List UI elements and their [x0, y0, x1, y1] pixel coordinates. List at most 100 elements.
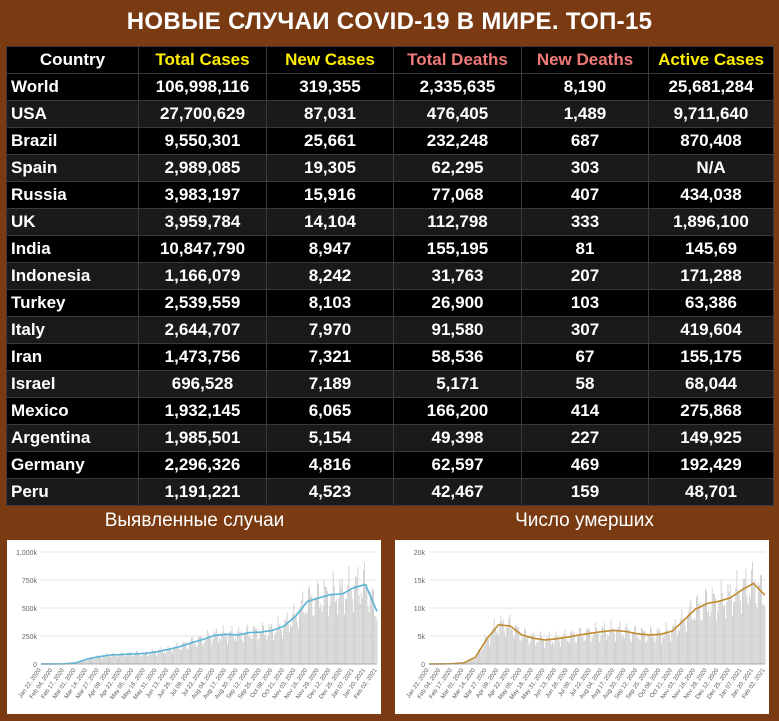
covid-stats-table: Country Total Cases New Cases Total Deaths N…: [6, 46, 774, 506]
country-cell: Turkey: [6, 289, 139, 317]
value-cell: 63,386: [648, 289, 774, 317]
y-tick-label: 0: [421, 662, 425, 669]
country-cell: Mexico: [6, 397, 139, 425]
value-cell: 1,473,756: [138, 343, 267, 371]
table-row: Italy 2,644,707 7,970 91,580 307 419,604: [6, 316, 774, 344]
value-cell: 159: [521, 478, 649, 506]
value-cell: 15,916: [266, 181, 394, 209]
value-cell: 687: [521, 127, 649, 155]
value-cell: 67: [521, 343, 649, 371]
trend-line: [429, 582, 766, 665]
value-cell: 5,171: [393, 370, 522, 398]
value-cell: 419,604: [648, 316, 774, 344]
country-cell: USA: [6, 100, 139, 128]
value-cell: 2,335,635: [393, 73, 522, 101]
country-cell: Germany: [6, 451, 139, 479]
value-cell: N/A: [648, 154, 774, 182]
column-header: Active Cases: [648, 46, 774, 74]
value-cell: 58: [521, 370, 649, 398]
value-cell: 4,816: [266, 451, 394, 479]
value-cell: 9,550,301: [138, 127, 267, 155]
value-cell: 25,661: [266, 127, 394, 155]
value-cell: 414: [521, 397, 649, 425]
value-cell: 232,248: [393, 127, 522, 155]
y-tick-label: 250k: [22, 634, 38, 641]
value-cell: 333: [521, 208, 649, 236]
value-cell: 68,044: [648, 370, 774, 398]
value-cell: 14,104: [266, 208, 394, 236]
country-cell: Indonesia: [6, 262, 139, 290]
table-row: Spain 2,989,085 19,305 62,295 303 N/A: [6, 154, 774, 182]
value-cell: 870,408: [648, 127, 774, 155]
value-cell: 1,932,145: [138, 397, 267, 425]
country-cell: Spain: [6, 154, 139, 182]
value-cell: 476,405: [393, 100, 522, 128]
value-cell: 9,711,640: [648, 100, 774, 128]
value-cell: 48,701: [648, 478, 774, 506]
value-cell: 5,154: [266, 424, 394, 452]
table-row: Iran 1,473,756 7,321 58,536 67 155,175: [6, 343, 774, 371]
value-cell: 87,031: [266, 100, 394, 128]
value-cell: 155,195: [393, 235, 522, 263]
value-cell: 207: [521, 262, 649, 290]
table-row: UK 3,959,784 14,104 112,798 333 1,896,100: [6, 208, 774, 236]
value-cell: 10,847,790: [138, 235, 267, 263]
table-row: Turkey 2,539,559 8,103 26,900 103 63,386: [6, 289, 774, 317]
table-row: Israel 696,528 7,189 5,171 58 68,044: [6, 370, 774, 398]
table-row: Indonesia 1,166,079 8,242 31,763 207 171,288: [6, 262, 774, 290]
value-cell: 469: [521, 451, 649, 479]
table-row: Brazil 9,550,301 25,661 232,248 687 870,408: [6, 127, 774, 155]
value-cell: 1,489: [521, 100, 649, 128]
country-cell: India: [6, 235, 139, 263]
y-tick-label: 15k: [414, 578, 426, 585]
y-tick-label: 750k: [22, 578, 38, 585]
trend-line: [41, 583, 378, 665]
column-header: Total Cases: [138, 46, 267, 74]
country-cell: Italy: [6, 316, 139, 344]
cases-chart-panel: 0 250k 500k 750k 1,000k Jan 22, 2020 Feb 04, 2…: [7, 540, 381, 714]
value-cell: 1,985,501: [138, 424, 267, 452]
value-cell: 8,103: [266, 289, 394, 317]
value-cell: 42,467: [393, 478, 522, 506]
value-cell: 106,998,116: [138, 73, 267, 101]
y-tick-label: 500k: [22, 606, 38, 613]
table-row: World 106,998,116 319,355 2,335,635 8,190 25,…: [6, 73, 774, 101]
country-cell: Argentina: [6, 424, 139, 452]
table-row: USA 27,700,629 87,031 476,405 1,489 9,711,640: [6, 100, 774, 128]
value-cell: 3,983,197: [138, 181, 267, 209]
value-cell: 31,763: [393, 262, 522, 290]
country-cell: World: [6, 73, 139, 101]
value-cell: 8,190: [521, 73, 649, 101]
country-cell: Russia: [6, 181, 139, 209]
country-cell: Iran: [6, 343, 139, 371]
value-cell: 1,166,079: [138, 262, 267, 290]
value-cell: 145,69: [648, 235, 774, 263]
value-cell: 171,288: [648, 262, 774, 290]
column-header: New Deaths: [521, 46, 649, 74]
value-cell: 3,959,784: [138, 208, 267, 236]
y-tick-label: 5k: [418, 634, 426, 641]
column-header: New Cases: [266, 46, 394, 74]
value-cell: 696,528: [138, 370, 267, 398]
value-cell: 2,989,085: [138, 154, 267, 182]
value-cell: 25,681,284: [648, 73, 774, 101]
value-cell: 81: [521, 235, 649, 263]
value-cell: 7,321: [266, 343, 394, 371]
table-row: Russia 3,983,197 15,916 77,068 407 434,038: [6, 181, 774, 209]
value-cell: 2,539,559: [138, 289, 267, 317]
cases-chart-title: Выявленные случаи: [104, 510, 285, 531]
y-tick-label: 0: [33, 662, 37, 669]
value-cell: 307: [521, 316, 649, 344]
y-tick-label: 20k: [414, 550, 426, 557]
value-cell: 319,355: [266, 73, 394, 101]
value-cell: 8,242: [266, 262, 394, 290]
value-cell: 77,068: [393, 181, 522, 209]
table-row: Peru 1,191,221 4,523 42,467 159 48,701: [6, 478, 774, 506]
country-cell: UK: [6, 208, 139, 236]
value-cell: 58,536: [393, 343, 522, 371]
value-cell: 91,580: [393, 316, 522, 344]
value-cell: 1,896,100: [648, 208, 774, 236]
value-cell: 49,398: [393, 424, 522, 452]
